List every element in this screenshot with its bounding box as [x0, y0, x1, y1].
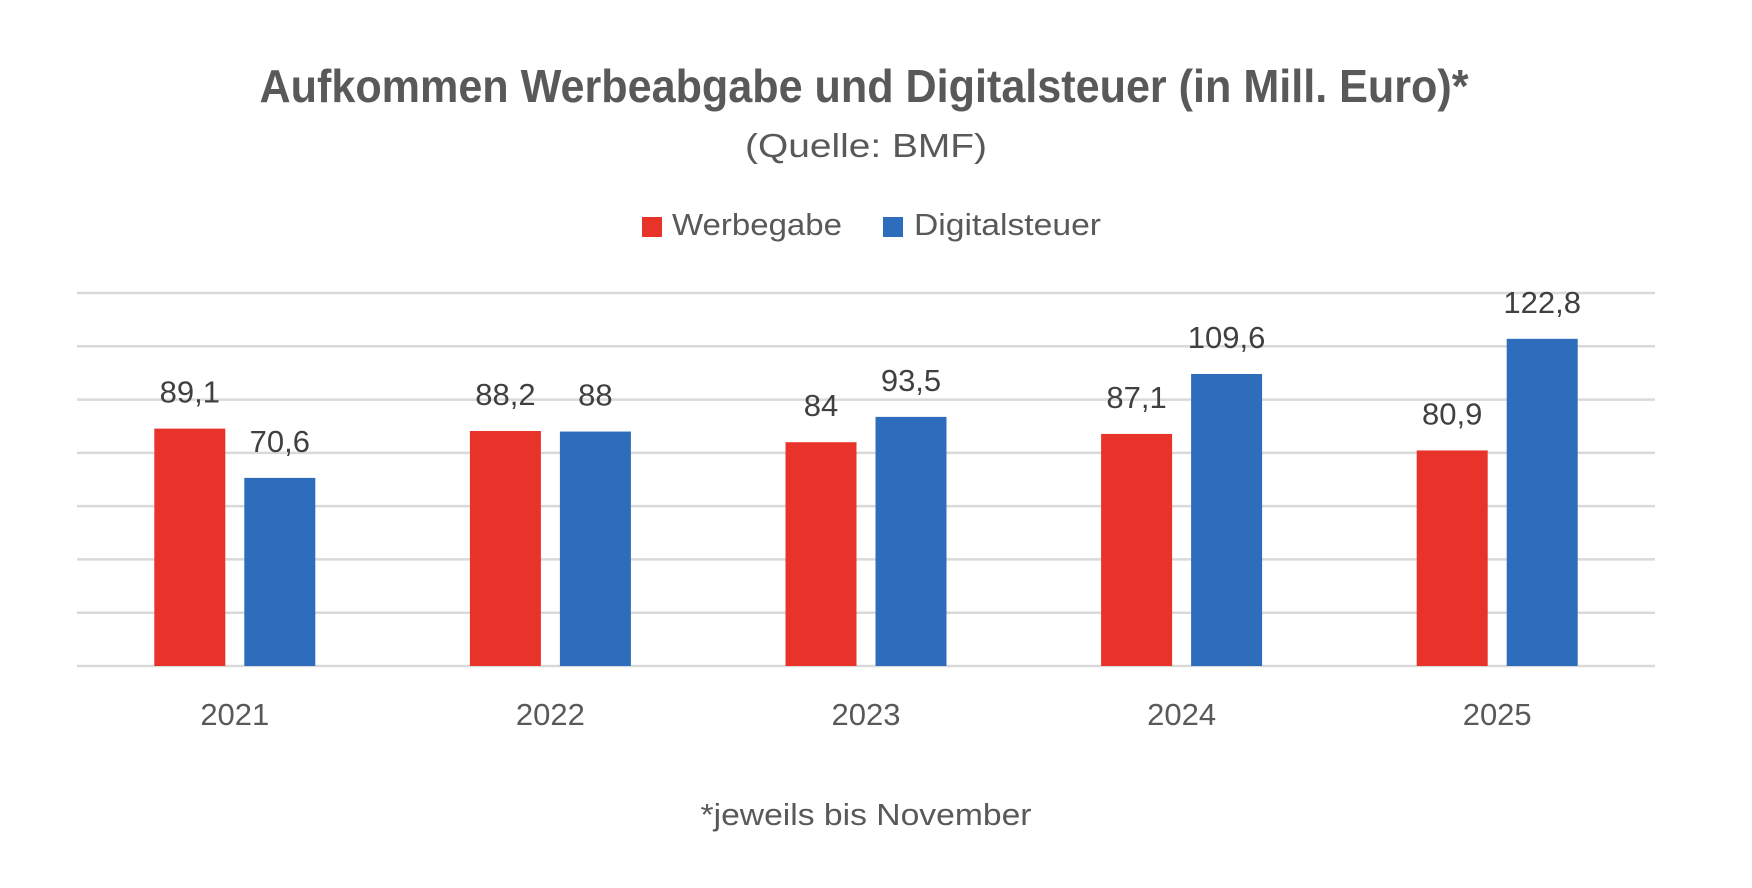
chart-subtitle: (Quelle: BMF): [745, 127, 987, 164]
legend-item-digitalsteuer[interactable]: Digitalsteuer: [883, 207, 1101, 242]
bar-digitalsteuer-2022[interactable]: [559, 431, 631, 666]
bar-digitalsteuer-2021[interactable]: [244, 477, 316, 666]
data-labels: 89,1 70,6 88,2 88 84 93,5 87,1 109,6 80,9 122,8: [160, 285, 1581, 459]
legend-swatch-werbegabe: [642, 217, 662, 237]
bar-werbegabe-2025[interactable]: [1416, 450, 1488, 666]
legend-item-werbegabe[interactable]: Werbegabe: [642, 207, 842, 242]
legend-swatch-digitalsteuer: [883, 217, 903, 237]
data-label-werbegabe-2025: 80,9: [1422, 396, 1482, 431]
x-tick-label-2023: 2023: [832, 697, 901, 732]
x-tick-label-2025: 2025: [1463, 697, 1532, 732]
data-label-digitalsteuer-2025: 122,8: [1503, 285, 1581, 320]
data-label-digitalsteuer-2024: 109,6: [1188, 320, 1266, 355]
data-label-digitalsteuer-2023: 93,5: [881, 363, 941, 398]
legend: Werbegabe Digitalsteuer: [642, 207, 1101, 242]
legend-label-digitalsteuer: Digitalsteuer: [914, 207, 1101, 242]
bar-digitalsteuer-2025[interactable]: [1506, 338, 1578, 666]
bars: [154, 338, 1578, 666]
data-label-digitalsteuer-2021: 70,6: [250, 424, 310, 459]
chart-title: Aufkommen Werbeabgabe und Digitalsteuer …: [260, 60, 1469, 112]
data-label-werbegabe-2022: 88,2: [475, 377, 535, 412]
x-tick-label-2022: 2022: [516, 697, 585, 732]
x-tick-label-2021: 2021: [200, 697, 269, 732]
bar-digitalsteuer-2024[interactable]: [1191, 373, 1263, 666]
data-label-werbegabe-2023: 84: [804, 388, 838, 423]
data-label-werbegabe-2021: 89,1: [160, 375, 220, 410]
data-label-digitalsteuer-2022: 88: [578, 378, 612, 413]
gridlines: [77, 291, 1655, 668]
bar-werbegabe-2021[interactable]: [154, 428, 226, 666]
bar-digitalsteuer-2023[interactable]: [875, 416, 947, 666]
footnote: *jeweils bis November: [701, 797, 1032, 832]
x-tick-label-2024: 2024: [1147, 697, 1216, 732]
bar-werbegabe-2023[interactable]: [785, 442, 857, 666]
x-axis-tick-labels: 2021 2022 2023 2024 2025: [200, 697, 1531, 732]
legend-label-werbegabe: Werbegabe: [672, 207, 842, 242]
bar-werbegabe-2022[interactable]: [469, 431, 541, 666]
bar-werbegabe-2024[interactable]: [1101, 433, 1173, 666]
data-label-werbegabe-2024: 87,1: [1106, 380, 1166, 415]
